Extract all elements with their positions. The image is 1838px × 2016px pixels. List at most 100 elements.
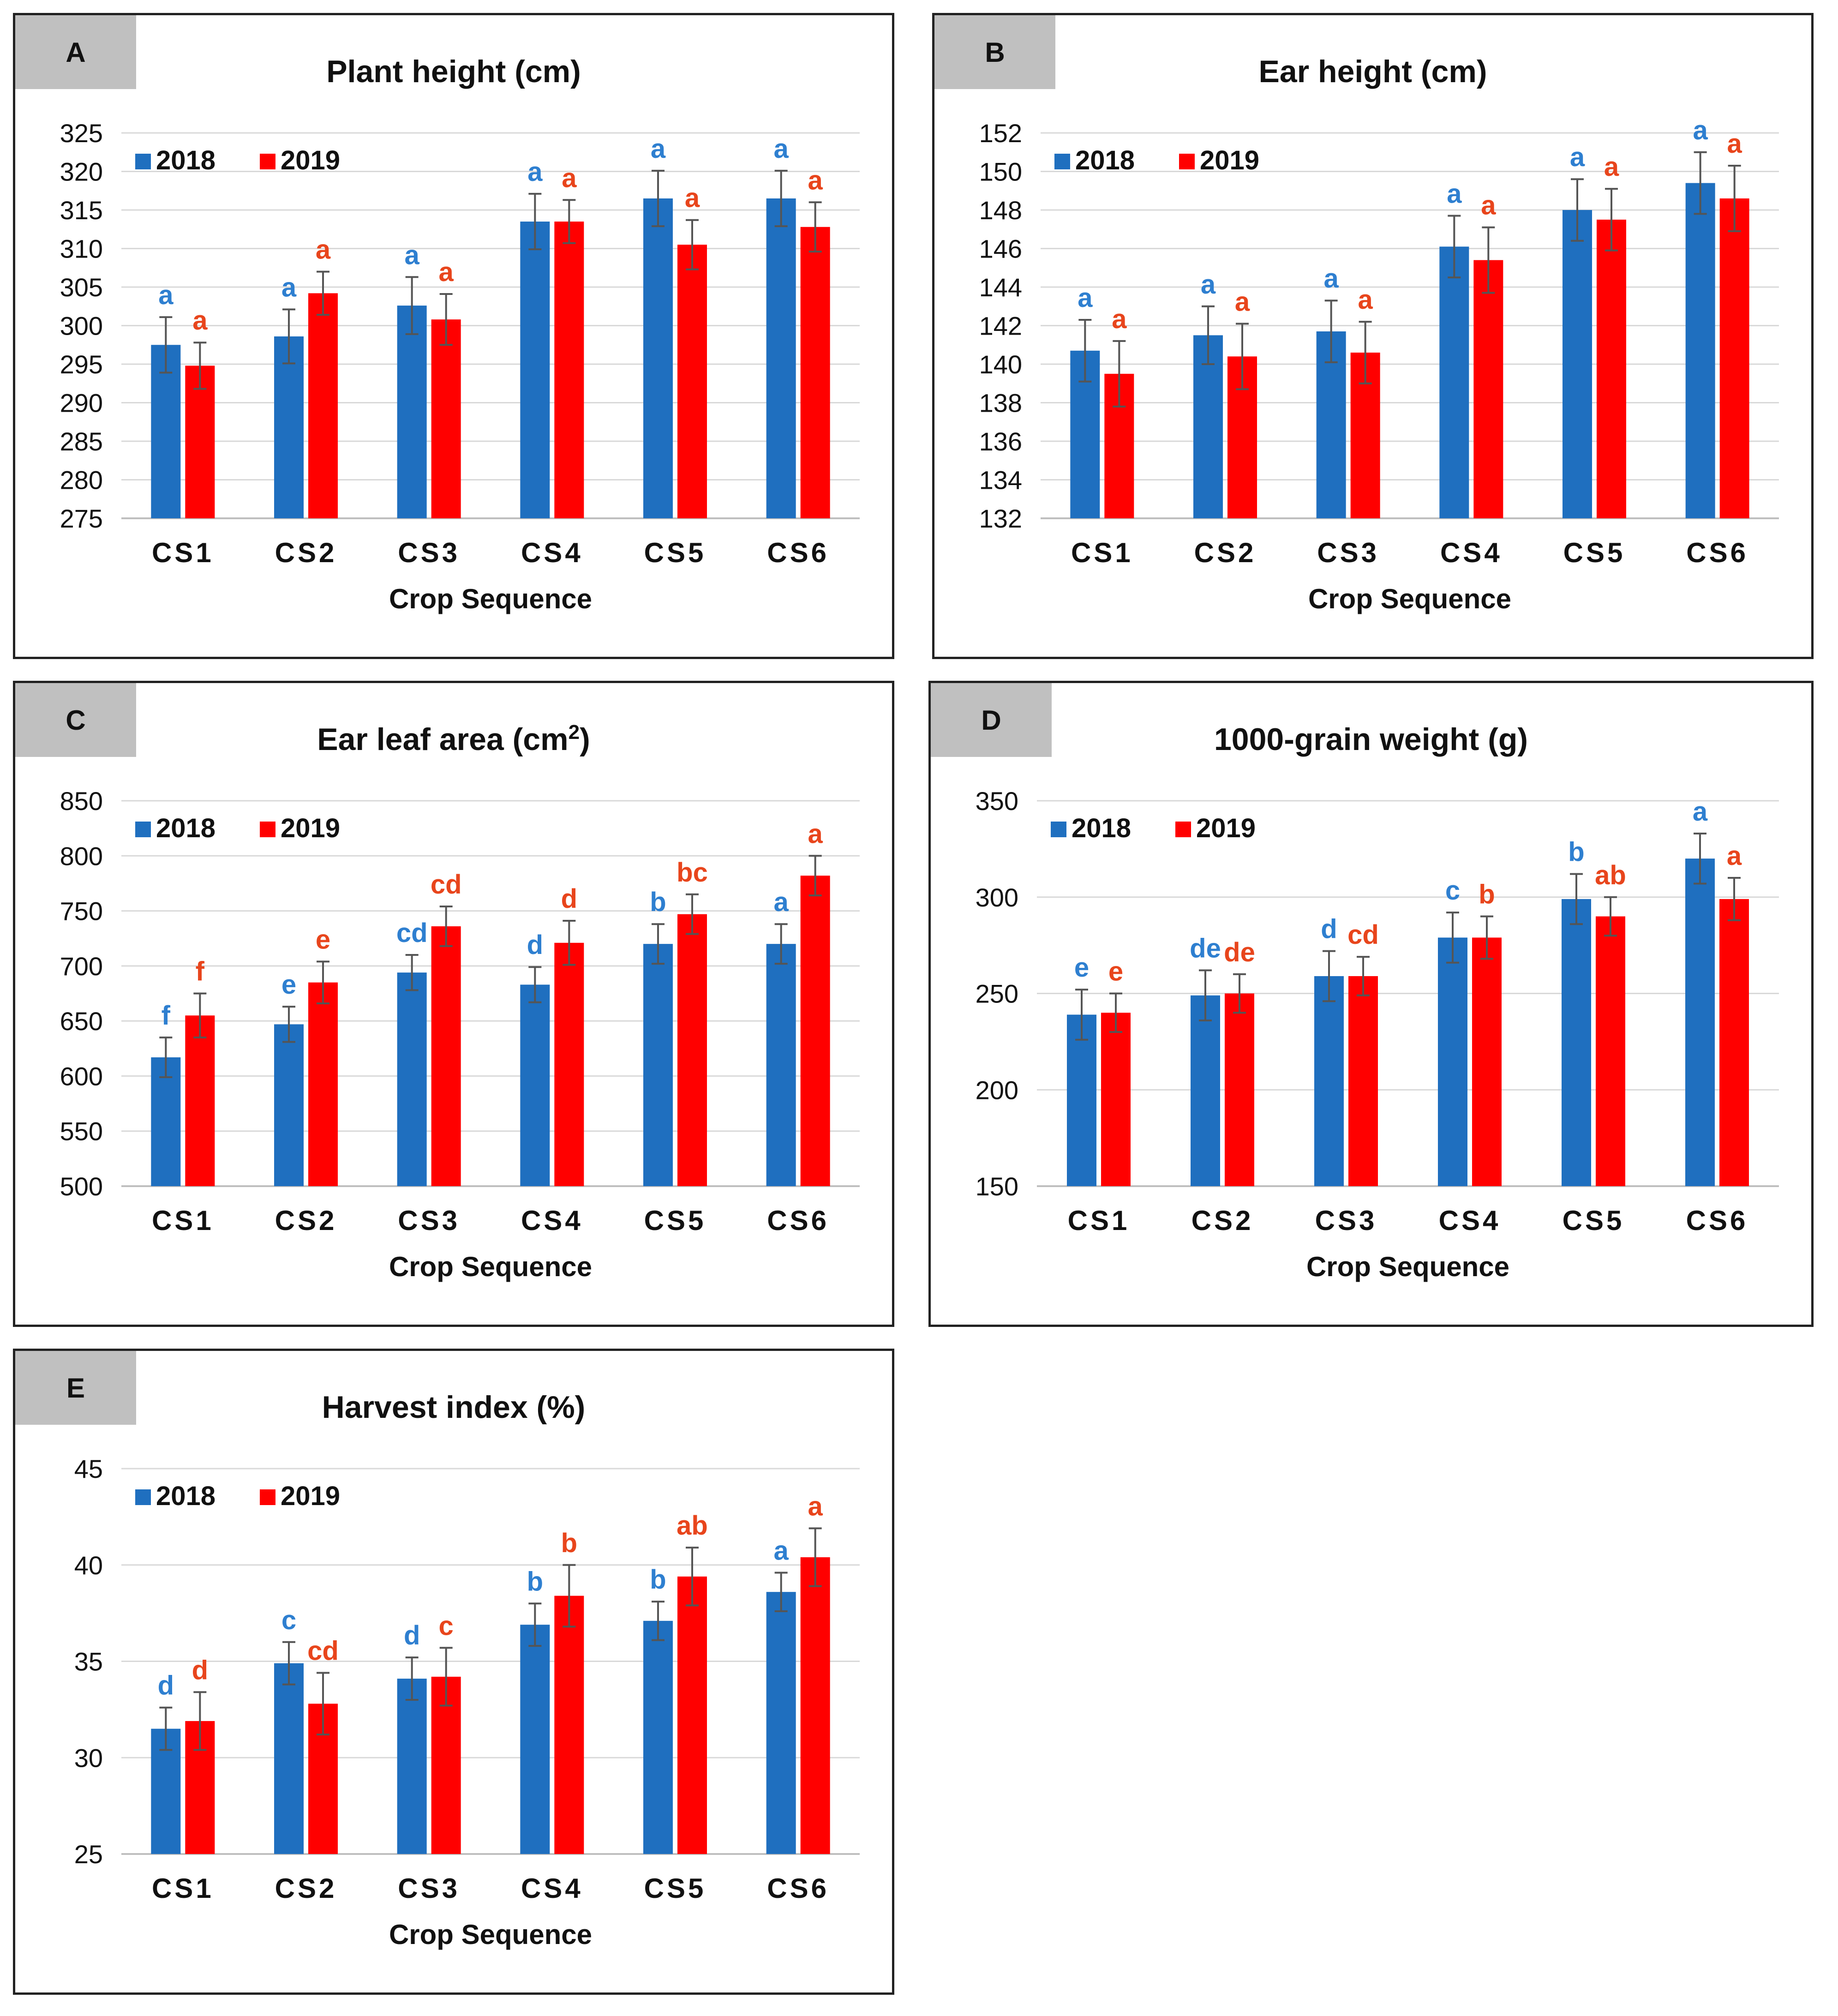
legend-swatch-2019 — [260, 154, 275, 169]
x-tick-label: CS5 — [644, 1873, 706, 1904]
bar-chart: 1000-grain weight (g) 150 200 250 300 350 CS1 e… — [976, 722, 1779, 1282]
bar-2019 — [554, 942, 584, 1186]
significance-letter: a — [774, 134, 789, 164]
panel-label: E — [15, 1351, 136, 1425]
x-tick-label: CS5 — [644, 1205, 706, 1236]
y-tick-label: 310 — [60, 234, 103, 264]
significance-letter: f — [196, 957, 205, 987]
significance-letter: a — [439, 257, 454, 287]
chart-panel-a: A Plant height (cm) 275 280 285 290 295 300 305… — [13, 13, 894, 659]
significance-letter: b — [650, 1565, 666, 1595]
y-tick-label: 285 — [60, 427, 103, 456]
significance-letter: d — [561, 884, 577, 914]
bar-chart: Harvest index (%)2530354045CS1ddCS2ccdCS… — [74, 1390, 860, 1950]
chart-title: Harvest index (%) — [322, 1390, 586, 1425]
y-tick-label: 305 — [60, 273, 103, 302]
significance-letter: a — [1693, 797, 1708, 827]
y-tick-label: 280 — [60, 466, 103, 495]
x-tick-label: CS5 — [1563, 1205, 1625, 1236]
bar-2018 — [397, 972, 427, 1186]
legend-swatch-2018 — [135, 1489, 151, 1505]
chart-title: Ear height (cm) — [1259, 54, 1487, 89]
bar-2019 — [554, 222, 584, 518]
y-tick-label: 800 — [60, 841, 103, 870]
bar-2018 — [1563, 210, 1592, 518]
x-axis-title: Crop Sequence — [389, 1251, 592, 1282]
significance-letter: a — [158, 280, 174, 310]
x-tick-label: CS4 — [521, 1873, 583, 1904]
bar-2019 — [1473, 260, 1503, 518]
y-tick-label: 40 — [74, 1551, 103, 1580]
significance-letter: a — [192, 306, 208, 336]
bar-2019 — [800, 227, 830, 518]
bar-2019 — [677, 914, 707, 1186]
bar-2018 — [643, 1620, 673, 1854]
bar-2018 — [1685, 183, 1715, 518]
legend-swatch-2018 — [1054, 154, 1070, 169]
bar-2018 — [1067, 1014, 1096, 1186]
significance-letter: b — [1568, 837, 1584, 867]
x-tick-label: CS4 — [1440, 537, 1503, 568]
y-tick-label: 300 — [976, 883, 1018, 912]
significance-letter: b — [650, 887, 666, 917]
x-tick-label: CS3 — [1315, 1205, 1377, 1236]
y-tick-label: 134 — [979, 466, 1022, 495]
significance-letter: a — [1604, 152, 1619, 182]
panel-label: B — [934, 15, 1055, 89]
significance-letter: a — [1235, 287, 1250, 317]
x-tick-label: CS3 — [1317, 537, 1379, 568]
bar-2018 — [766, 198, 796, 518]
significance-letter: a — [1727, 841, 1742, 871]
legend-label: 2019 — [1200, 145, 1259, 175]
legend-label: 2018 — [156, 145, 216, 175]
y-tick-label: 25 — [74, 1840, 103, 1869]
significance-letter: ab — [1595, 860, 1626, 890]
x-tick-label: CS2 — [1191, 1205, 1254, 1236]
significance-letter: a — [685, 183, 700, 213]
significance-letter: a — [1324, 264, 1339, 294]
x-tick-label: CS6 — [767, 1873, 829, 1904]
significance-letter: d — [1321, 914, 1337, 944]
significance-letter: b — [561, 1528, 577, 1558]
significance-letter: a — [281, 272, 297, 302]
bar-chart: Ear height (cm) 132 134 136 138 140 142 144 146 1… — [979, 54, 1779, 614]
significance-letter: d — [527, 930, 543, 960]
significance-letter: a — [1727, 129, 1742, 159]
y-tick-label: 600 — [60, 1062, 103, 1091]
bar-2018 — [1562, 899, 1591, 1186]
x-axis-title: Crop Sequence — [1306, 1251, 1509, 1282]
legend-label: 2019 — [281, 1481, 340, 1511]
y-tick-label: 138 — [979, 389, 1022, 418]
y-tick-label: 45 — [74, 1454, 103, 1483]
significance-letter: ab — [677, 1511, 708, 1541]
legend-label: 2019 — [281, 813, 340, 843]
y-tick-label: 290 — [60, 389, 103, 418]
bar-2019 — [800, 1557, 830, 1854]
x-axis-title: Crop Sequence — [389, 1919, 592, 1950]
y-tick-label: 250 — [976, 979, 1018, 1008]
x-tick-label: CS3 — [398, 537, 460, 568]
bar-2019 — [1348, 976, 1378, 1186]
y-tick-label: 148 — [979, 196, 1022, 225]
bar-2019 — [677, 245, 707, 518]
bar-2019 — [185, 1015, 215, 1186]
x-axis-title: Crop Sequence — [389, 583, 592, 614]
y-tick-label: 132 — [979, 504, 1022, 533]
x-tick-label: CS6 — [1686, 1205, 1748, 1236]
bar-2019 — [1225, 993, 1254, 1186]
chart-title: Ear leaf area (cm2) — [317, 721, 590, 757]
significance-letter: a — [651, 134, 666, 164]
y-tick-label: 295 — [60, 350, 103, 379]
legend-label: 2018 — [1072, 813, 1131, 843]
y-tick-label: 275 — [60, 504, 103, 533]
bar-2018 — [274, 1024, 304, 1186]
chart-panel-d: D 1000-grain weight (g) 150 200 250 300 350 CS… — [928, 681, 1814, 1327]
significance-letter: bc — [677, 858, 708, 888]
bar-2019 — [800, 876, 830, 1186]
significance-letter: b — [527, 1566, 543, 1596]
panel-label: C — [15, 683, 136, 757]
x-tick-label: CS5 — [1563, 537, 1626, 568]
chart-panel-b: B Ear height (cm) 132 134 136 138 140 142 144 14… — [932, 13, 1814, 659]
bar-2018 — [643, 944, 673, 1186]
y-tick-label: 35 — [74, 1647, 103, 1676]
